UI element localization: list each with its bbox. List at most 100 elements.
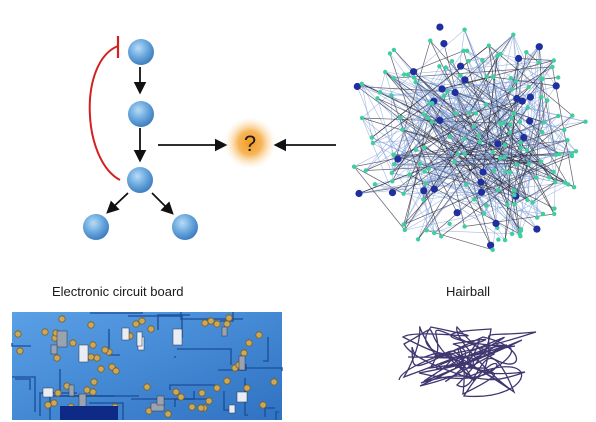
solder-pad (213, 320, 221, 328)
network-hub-node (453, 209, 461, 217)
hairball-network-graph (351, 23, 588, 252)
network-node (466, 58, 471, 64)
question-hub: ? (158, 117, 336, 169)
network-hub-node (533, 225, 541, 233)
network-node (402, 227, 407, 233)
network-node (437, 64, 442, 69)
circuit-trace (223, 391, 230, 411)
network-node (391, 47, 397, 53)
network-node (461, 48, 466, 53)
network-edge (455, 96, 542, 114)
solder-pad (50, 399, 58, 407)
network-edge (488, 45, 515, 114)
network-edge (365, 96, 531, 171)
network-edge (393, 153, 465, 156)
network-edge (466, 50, 515, 114)
network-node (583, 119, 588, 124)
network-node (502, 142, 507, 148)
network-hub-node (394, 155, 402, 163)
network-node (480, 57, 485, 63)
network-node (389, 170, 394, 176)
solder-pad (240, 349, 248, 357)
smd-component (172, 328, 183, 346)
solder-pad (112, 367, 120, 375)
solder-pad (197, 404, 205, 412)
network-node (566, 182, 571, 187)
solder-pad (69, 339, 77, 347)
network-node (432, 230, 437, 236)
inhibition-feedback-line (88, 45, 121, 181)
network-edge (413, 71, 505, 124)
network-node (462, 27, 467, 32)
network-node (547, 175, 552, 180)
network-edge (353, 166, 406, 231)
network-edge (454, 46, 540, 163)
network-node (565, 138, 570, 143)
network-node (573, 149, 579, 154)
network-node (462, 151, 467, 156)
network-hub-node (520, 133, 528, 142)
network-node (507, 130, 513, 135)
network-node (359, 81, 364, 87)
network-edge (361, 117, 517, 165)
network-node (541, 120, 546, 125)
network-node (525, 197, 530, 203)
network-node (518, 234, 523, 239)
circuit-trace (218, 364, 247, 371)
network-node (496, 237, 501, 242)
network-node (429, 119, 435, 125)
network-edge (488, 45, 543, 80)
network-node (539, 94, 544, 100)
network-node (502, 237, 508, 243)
circuit-trace (89, 402, 124, 420)
network-edge (403, 91, 448, 194)
hairball-label: Hairball (446, 284, 491, 299)
network-node (443, 65, 448, 70)
network-edge (384, 71, 515, 196)
network-node (509, 115, 514, 121)
network-edge (482, 171, 521, 237)
network-node (391, 152, 396, 157)
network-edge (492, 76, 518, 99)
network-node (507, 169, 513, 175)
network-edge (530, 96, 577, 152)
solder-pad (177, 393, 185, 401)
network-edge (391, 95, 515, 196)
network-edge (529, 120, 572, 154)
network-node (530, 200, 535, 205)
network-hub-node (436, 23, 444, 31)
solder-pad (188, 403, 196, 411)
network-node (351, 164, 357, 169)
network-node (539, 130, 545, 135)
network-edge (391, 172, 515, 205)
network-node (411, 75, 417, 80)
network-edge (481, 155, 573, 193)
network-node (452, 159, 457, 165)
network-node (571, 185, 577, 190)
network-node (472, 197, 477, 202)
network-node (550, 64, 555, 70)
network-node (401, 191, 406, 196)
circuit-trace (90, 312, 143, 314)
network-edge (379, 71, 386, 93)
network-edge (527, 78, 542, 108)
arrow-node3-to-node4 (106, 192, 129, 214)
network-node (383, 69, 388, 75)
network-node (372, 182, 378, 187)
network-hub-node (479, 168, 487, 176)
circuit-trace (169, 384, 215, 390)
network-node (471, 124, 476, 129)
solder-pad (225, 314, 233, 322)
network-hub-node (526, 93, 535, 101)
network-hub-node (513, 94, 521, 103)
circuit-trace (12, 376, 36, 412)
network-node (551, 169, 556, 175)
network-edge (392, 151, 493, 193)
network-edge (403, 163, 421, 225)
solder-pad (53, 354, 61, 362)
network-hub-node (518, 97, 526, 105)
signaling-pathway (83, 36, 198, 240)
network-node (508, 76, 513, 81)
network-node (387, 51, 393, 56)
network-hub-node (552, 82, 560, 90)
